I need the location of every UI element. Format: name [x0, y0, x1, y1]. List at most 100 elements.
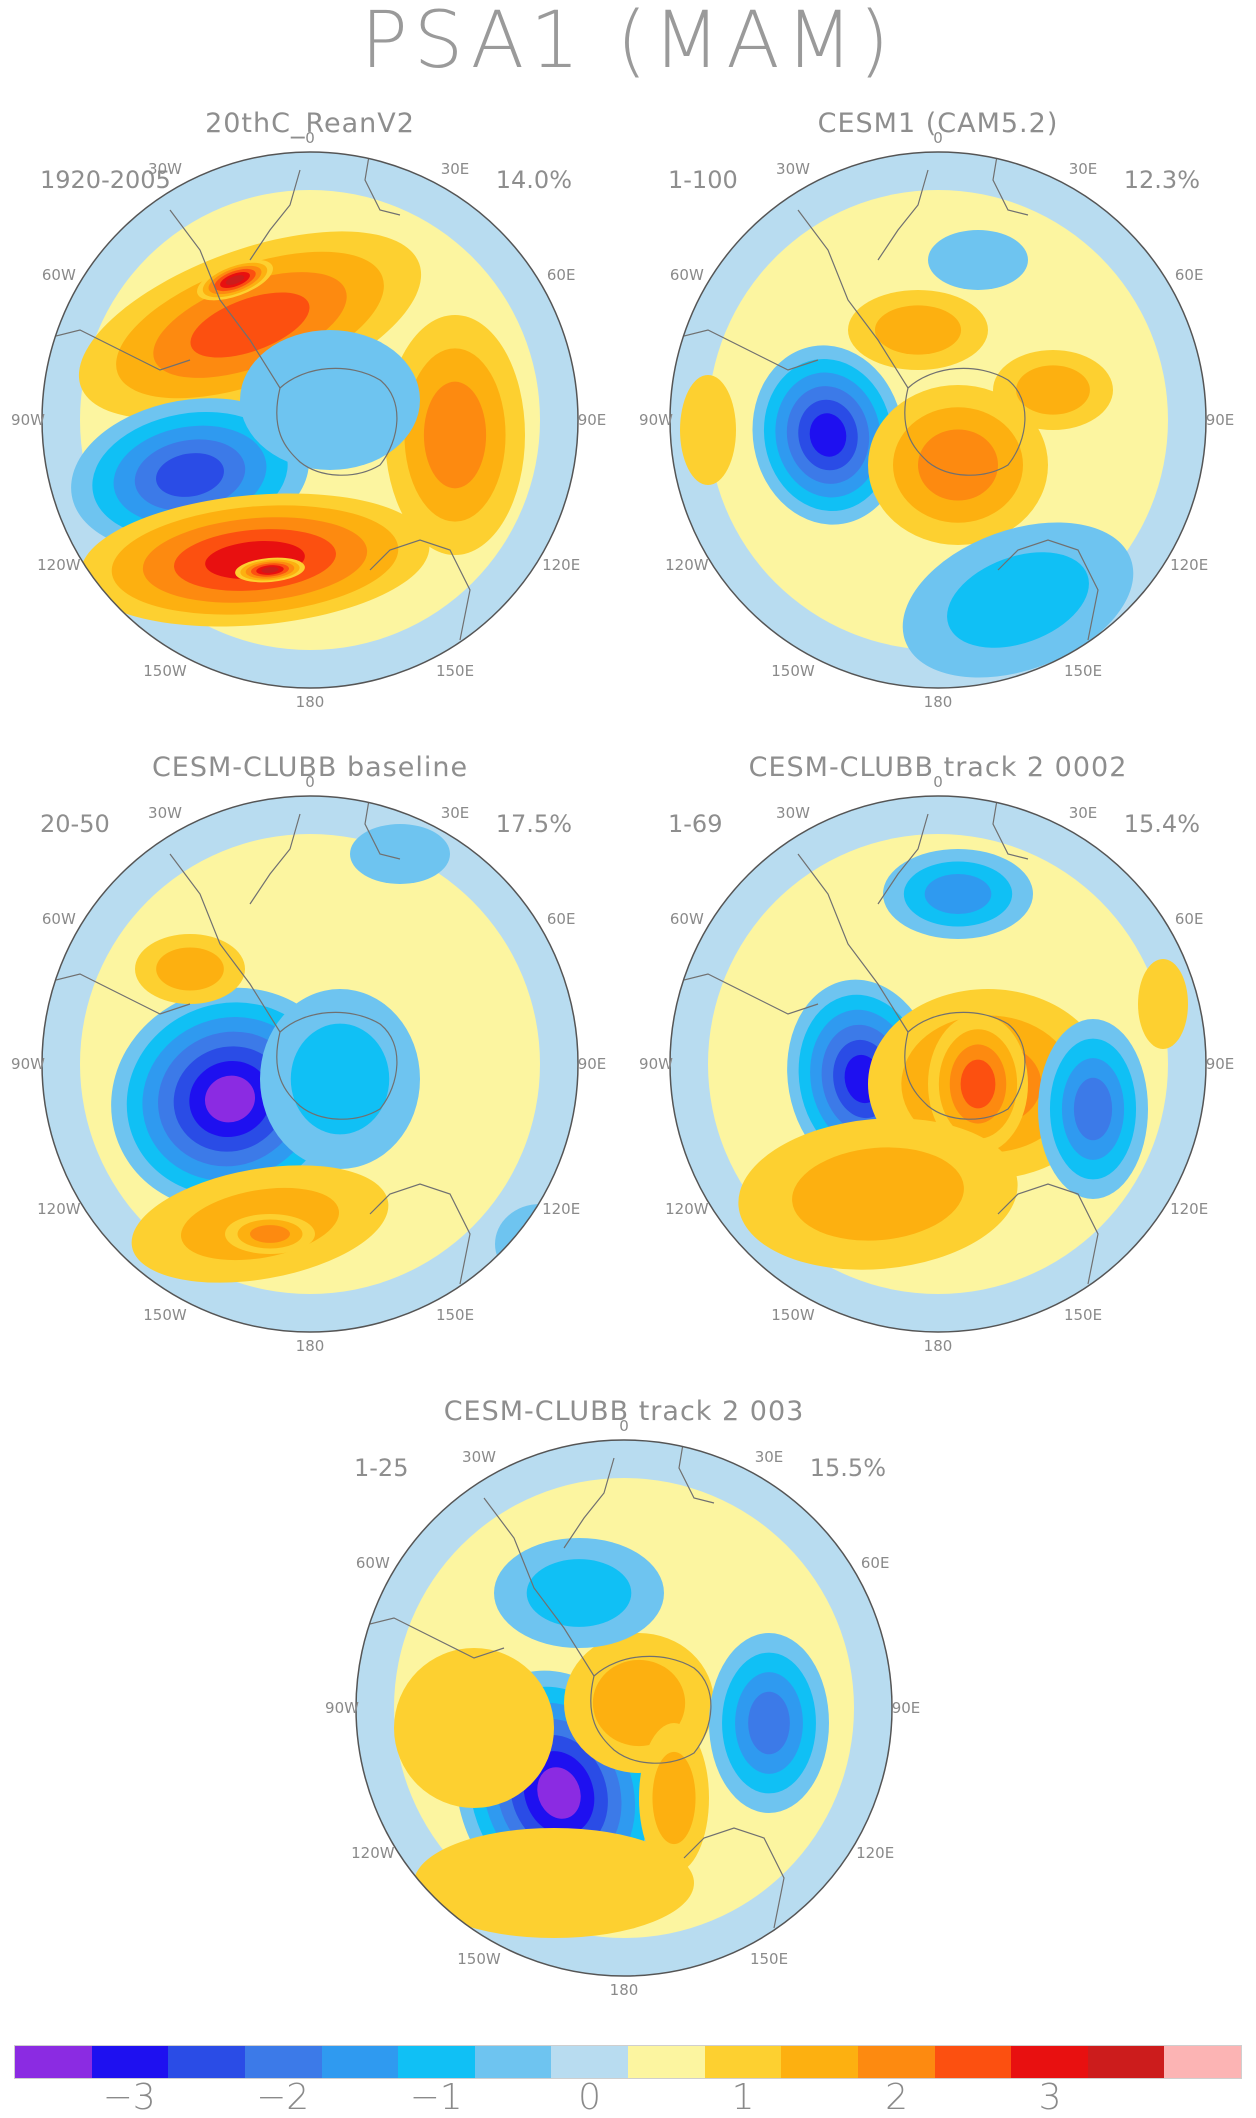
antarctica-coastline — [904, 1011, 1026, 1120]
panel-years: 1-25 — [354, 1454, 409, 1482]
contour-6-1 — [1138, 959, 1188, 1049]
longitude-label: 120E — [856, 1844, 895, 1862]
contour-2-2 — [874, 305, 962, 355]
map-boundary — [41, 151, 579, 689]
colorbar-swatch — [321, 2046, 399, 2078]
panel-variance-percent: 15.5% — [809, 1454, 886, 1482]
map-panel-3: CESM-CLUBB baseline 20-50 17.5% 0 30E 60E 90E 1… — [0, 752, 620, 1372]
colorbar-swatch — [398, 2046, 475, 2078]
contour-1-5 — [156, 453, 224, 497]
coastline-5 — [364, 152, 401, 216]
longitude-label: 180 — [295, 693, 325, 711]
longitude-label: 120W — [665, 556, 709, 574]
coastline-3 — [42, 329, 191, 371]
panel-variance-percent: 15.4% — [1123, 810, 1200, 838]
polar-map — [669, 151, 1207, 689]
figure-title: PSA1 (MAM) — [360, 0, 896, 86]
colorbar-tick-label: 0 — [578, 2077, 602, 2118]
coastline-5 — [364, 796, 401, 860]
map-boundary — [41, 795, 579, 1333]
longitude-label: 150W — [143, 1306, 187, 1325]
longitude-label: 150E — [435, 1306, 475, 1325]
colorbar-swatch — [244, 2046, 322, 2078]
longitude-label: 60E — [546, 910, 576, 928]
panel-title: CESM-CLUBB baseline — [151, 752, 469, 783]
longitude-label: 60E — [1174, 910, 1204, 928]
panel-title: CESM1 (CAM5.2) — [817, 108, 1059, 139]
longitude-label: 30W — [776, 159, 810, 178]
coastline-1 — [483, 1497, 595, 1677]
coastline-1 — [169, 853, 281, 1033]
longitude-label: 90W — [11, 1055, 45, 1073]
longitude-label: 30E — [1068, 803, 1098, 822]
longitude-label: 60E — [1174, 266, 1204, 284]
longitude-label: 120E — [1170, 556, 1209, 574]
colorbar-swatch — [91, 2046, 169, 2078]
longitude-label: 120E — [1170, 1200, 1209, 1218]
colorbar-tick-label: −2 — [256, 2077, 310, 2118]
colorbar-swatch — [15, 2046, 92, 2078]
coastline-2 — [997, 539, 1099, 641]
contour-5-3 — [423, 381, 487, 489]
map-panel-1: 20thC_ReanV2 1920-2005 14.0% 0 30E 60E 90E 120E… — [0, 108, 620, 728]
contour-0-7 — [537, 1767, 581, 1819]
longitude-label: 90E — [577, 411, 607, 429]
contour-4-1 — [680, 375, 736, 485]
longitude-label: 150E — [1063, 662, 1103, 681]
panel-years: 20-50 — [40, 810, 110, 838]
panel-title: 20thC_ReanV2 — [205, 108, 415, 139]
contour-0-6 — [809, 413, 847, 457]
longitude-label: 0 — [933, 773, 943, 791]
polar-map — [41, 151, 579, 689]
panel-years: 1920-2005 — [40, 166, 171, 194]
longitude-label: 150W — [143, 662, 187, 681]
colorbar-swatch — [168, 2046, 245, 2078]
contour-3-2 — [1016, 365, 1090, 415]
polar-map — [41, 795, 579, 1333]
longitude-label: 150E — [749, 1950, 789, 1969]
longitude-label: 0 — [619, 1417, 629, 1435]
longitude-label: 180 — [923, 1337, 953, 1355]
longitude-label: 150E — [1063, 1306, 1103, 1325]
longitude-label: 30E — [754, 1447, 784, 1466]
longitude-label: 120E — [542, 556, 581, 574]
longitude-label: 150W — [771, 1306, 815, 1325]
longitude-label: 60E — [546, 266, 576, 284]
contour-1-2 — [592, 1659, 686, 1747]
map-panel-4: CESM-CLUBB track 2 0002 1-69 15.4% 0 30E 60E 9… — [628, 752, 1248, 1372]
contour-3-6 — [225, 275, 245, 285]
coastline-1 — [169, 209, 281, 389]
longitude-label: 150W — [771, 662, 815, 681]
colorbar-swatch — [704, 2046, 782, 2078]
longitude-label: 60E — [860, 1554, 890, 1572]
contour-3-4 — [1073, 1077, 1113, 1141]
coastline-5 — [992, 152, 1029, 216]
contour-4-3 — [924, 874, 992, 914]
longitude-label: 180 — [923, 693, 953, 711]
colorbar-tick-label: 2 — [885, 2077, 909, 2118]
colorbar-tick-label: −3 — [102, 2077, 156, 2118]
longitude-label: 120W — [665, 1200, 709, 1218]
coastline-3 — [42, 973, 191, 1015]
contour-2-2 — [652, 1751, 696, 1845]
panel-variance-percent: 12.3% — [1123, 166, 1200, 194]
longitude-label: 90W — [639, 1055, 673, 1073]
longitude-label: 0 — [305, 773, 315, 791]
contour-2-4 — [960, 1059, 996, 1109]
coastline-2 — [369, 539, 471, 641]
coastline-2 — [369, 1183, 471, 1285]
colorbar-swatch — [1087, 2046, 1165, 2078]
coastline-3 — [670, 973, 819, 1015]
longitude-label: 60W — [669, 266, 704, 284]
contour-0-7 — [204, 1075, 256, 1123]
map-boundary — [355, 1439, 893, 1977]
contour-5-2 — [792, 1147, 964, 1241]
antarctica-coastline — [590, 1655, 712, 1764]
colorbar-tick-label: 3 — [1038, 2077, 1062, 2118]
longitude-label: 180 — [609, 1981, 639, 1999]
colorbar-tick-label: −1 — [409, 2077, 463, 2118]
map-boundary — [669, 795, 1207, 1333]
longitude-label: 90E — [891, 1699, 921, 1717]
longitude-label: 60W — [669, 910, 704, 928]
coastline-2 — [997, 1183, 1099, 1285]
